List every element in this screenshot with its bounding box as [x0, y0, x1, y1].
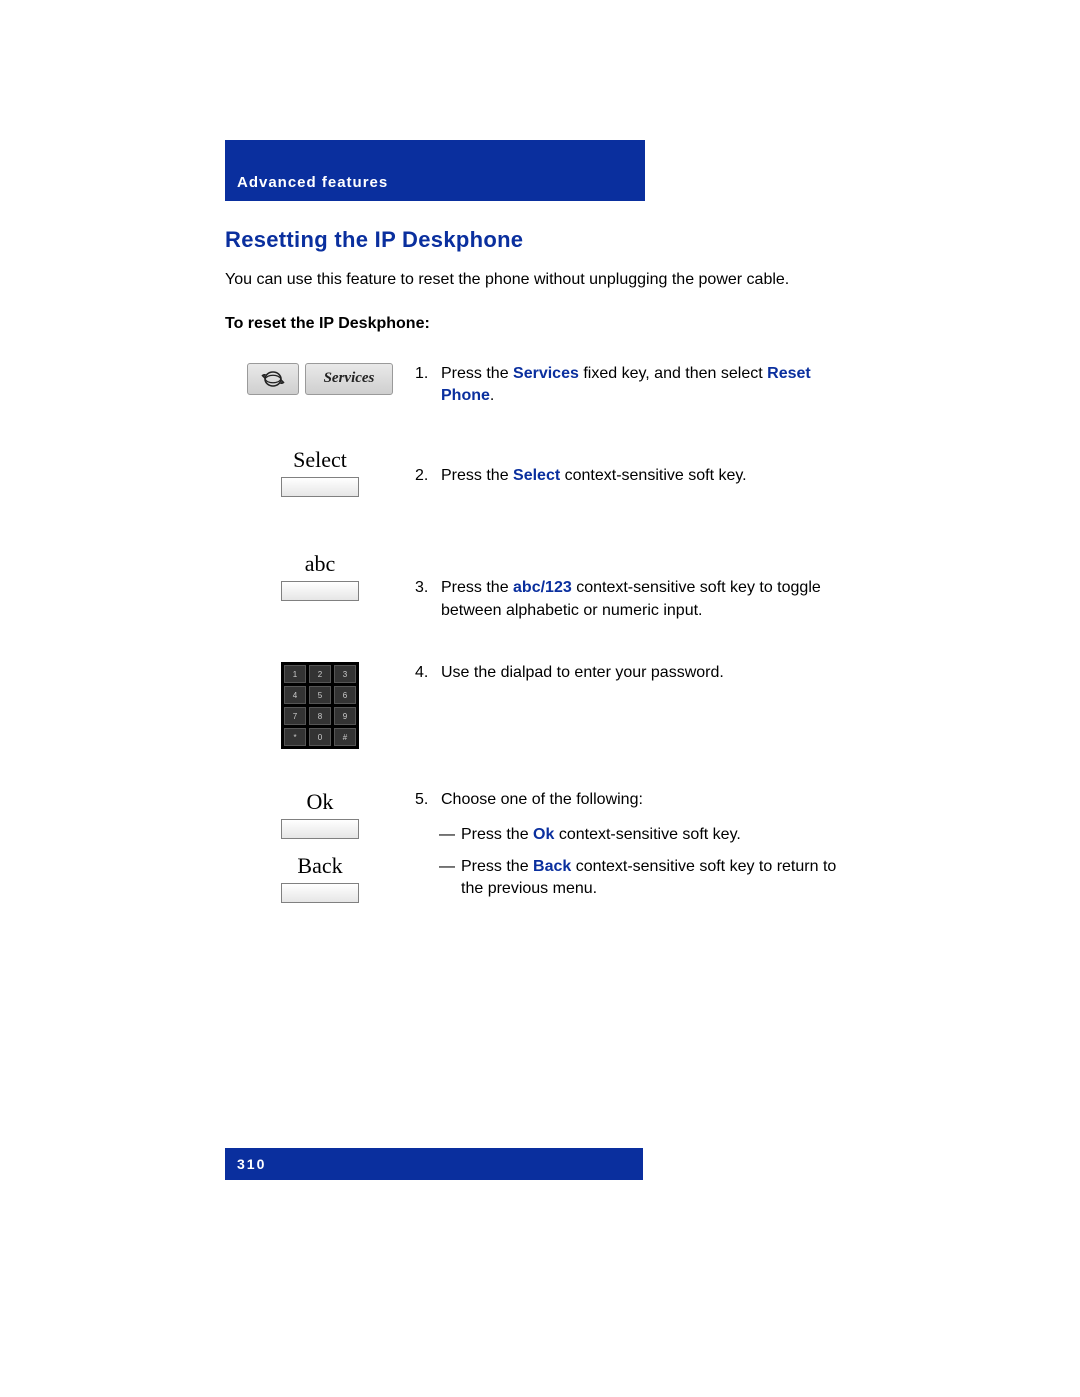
step-number: 3. — [415, 577, 441, 599]
step-row: 123 456 789 *0# 4. Use the dialpad to en… — [225, 662, 855, 749]
step-number: 4. — [415, 662, 441, 684]
bullet-item: — Press the Back context-sensitive soft … — [439, 856, 855, 901]
step-text: Press the abc/123 context-sensitive soft… — [441, 577, 855, 622]
step-visual: Services — [225, 363, 415, 395]
bullet-item: — Press the Ok context-sensitive soft ke… — [439, 824, 855, 846]
step-body: 2. Press the Select context-sensitive so… — [415, 447, 855, 487]
back-softkey: Back — [281, 853, 359, 903]
abc-softkey: abc — [281, 551, 359, 601]
step-body: 1. Press the Services fixed key, and the… — [415, 363, 855, 408]
step-text: Press the Services fixed key, and then s… — [441, 363, 855, 408]
services-button: Services — [305, 363, 393, 395]
step5-bullets: — Press the Ok context-sensitive soft ke… — [415, 824, 855, 901]
step-text: Choose one of the following: — [441, 789, 855, 811]
step-visual: 123 456 789 *0# — [225, 662, 415, 749]
softkey-label: Ok — [307, 789, 334, 815]
bullet-text: Press the Back context-sensitive soft ke… — [461, 856, 855, 901]
step-visual: Select — [225, 447, 415, 511]
ok-softkey: Ok — [281, 789, 359, 839]
softkey-button-graphic — [281, 581, 359, 601]
steps-list: Services 1. Press the Services fixed key… — [225, 363, 855, 918]
step-row: Ok Back 5. Choose one of the following: … — [225, 789, 855, 917]
softkey-button-graphic — [281, 883, 359, 903]
softkey-button-graphic — [281, 477, 359, 497]
bullet-text: Press the Ok context-sensitive soft key. — [461, 824, 741, 846]
softkey-label: Select — [293, 447, 347, 473]
step-row: Select 2. Press the Select context-sensi… — [225, 447, 855, 511]
bullet-dash: — — [439, 856, 461, 878]
step-body: 5. Choose one of the following: — Press … — [415, 789, 855, 911]
services-key-graphic: Services — [247, 363, 393, 395]
softkey-label: Back — [297, 853, 342, 879]
step-text: Use the dialpad to enter your password. — [441, 662, 855, 684]
select-softkey: Select — [281, 447, 359, 497]
intro-text: You can use this feature to reset the ph… — [225, 269, 855, 291]
section-title: Resetting the IP Deskphone — [225, 227, 855, 253]
step-text: Press the Select context-sensitive soft … — [441, 465, 855, 487]
page-content: Advanced features Resetting the IP Deskp… — [225, 140, 855, 957]
step-number: 1. — [415, 363, 441, 385]
services-button-label: Services — [324, 370, 375, 387]
step-number: 5. — [415, 789, 441, 811]
softkey-label: abc — [305, 551, 336, 577]
page-number: 310 — [237, 1156, 266, 1172]
step-row: Services 1. Press the Services fixed key… — [225, 363, 855, 408]
procedure-heading: To reset the IP Deskphone: — [225, 315, 855, 333]
step-visual: Ok Back — [225, 789, 415, 917]
step-body: 4. Use the dialpad to enter your passwor… — [415, 662, 855, 684]
step-body: 3. Press the abc/123 context-sensitive s… — [415, 551, 855, 622]
chapter-header-text: Advanced features — [237, 174, 388, 191]
step-row: abc 3. Press the abc/123 context-sensiti… — [225, 551, 855, 622]
step-visual: abc — [225, 551, 415, 615]
dialpad-icon: 123 456 789 *0# — [281, 662, 359, 749]
softkey-button-graphic — [281, 819, 359, 839]
page-footer: 310 — [225, 1148, 643, 1180]
step-number: 2. — [415, 465, 441, 487]
globe-icon — [247, 363, 299, 395]
chapter-header: Advanced features — [225, 140, 645, 201]
bullet-dash: — — [439, 824, 461, 846]
